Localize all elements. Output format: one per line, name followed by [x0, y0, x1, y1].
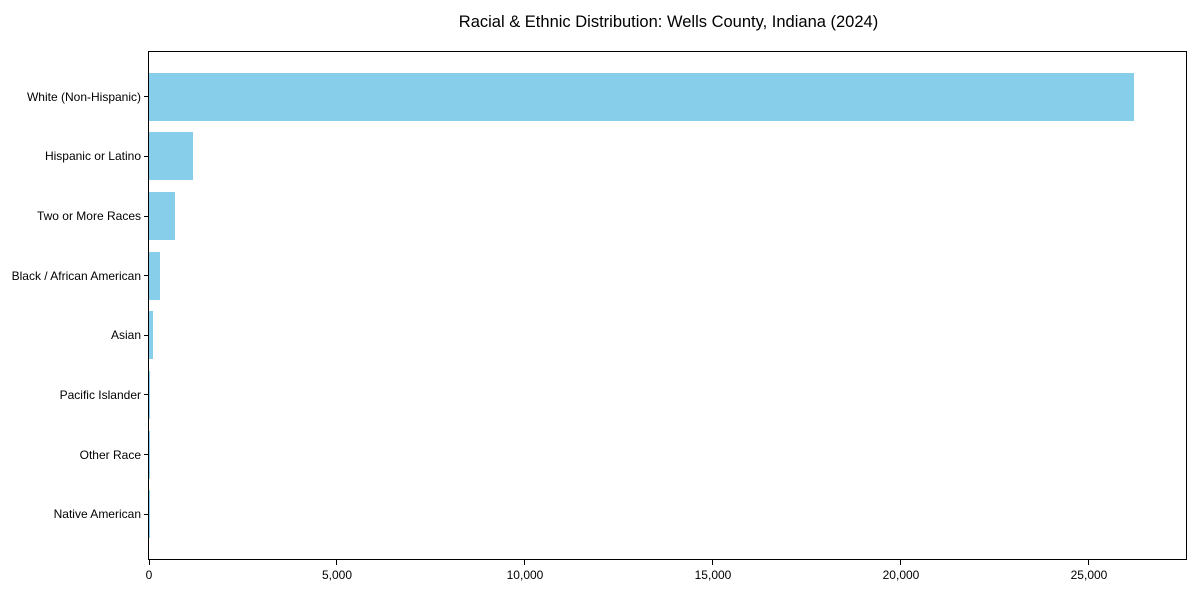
y-tick-label-pacific-islander: Pacific Islander: [59, 387, 141, 402]
x-tick-mark: [524, 560, 526, 565]
y-tick-mark: [144, 275, 149, 277]
y-tick-label-native-american: Native American: [53, 507, 141, 522]
y-tick-mark: [144, 155, 149, 157]
y-tick-mark: [144, 334, 149, 336]
x-tick-mark: [712, 560, 714, 565]
x-tick-label-0: 0: [145, 568, 153, 582]
bar-black-african-american: [149, 251, 160, 300]
y-tick-mark: [144, 454, 149, 456]
y-tick-mark: [144, 215, 149, 217]
x-tick-label-15000: 15,000: [694, 568, 732, 582]
bar-other-race: [149, 430, 150, 479]
y-tick-label-other-race: Other Race: [79, 447, 141, 462]
plot-area: [148, 51, 1187, 560]
y-tick-label-two-or-more-races: Two or More Races: [36, 209, 141, 224]
x-tick-label-10000: 10,000: [506, 568, 544, 582]
y-tick-label-asian: Asian: [110, 328, 141, 343]
bar-white-non-hispanic: [149, 72, 1135, 121]
y-tick-mark: [144, 394, 149, 396]
x-tick-label-25000: 25,000: [1070, 568, 1108, 582]
y-tick-mark: [144, 513, 149, 515]
x-tick-mark: [148, 560, 150, 565]
x-tick-mark: [1088, 560, 1090, 565]
bar-asian: [149, 311, 154, 360]
x-tick-mark: [900, 560, 902, 565]
bar-pacific-islander: [149, 370, 150, 419]
bar-two-or-more-races: [149, 192, 176, 241]
chart-title: Racial & Ethnic Distribution: Wells Coun…: [458, 13, 879, 31]
x-tick-label-5000: 5,000: [321, 568, 352, 582]
x-tick-mark: [336, 560, 338, 565]
y-tick-label-hispanic-or-latino: Hispanic or Latino: [44, 149, 141, 164]
y-tick-label-black-african-american: Black / African American: [11, 268, 141, 283]
bar-hispanic-or-latino: [149, 132, 193, 181]
x-tick-label-20000: 20,000: [882, 568, 920, 582]
y-tick-label-white-non-hispanic: White (Non-Hispanic): [26, 89, 141, 104]
y-tick-mark: [144, 96, 149, 98]
